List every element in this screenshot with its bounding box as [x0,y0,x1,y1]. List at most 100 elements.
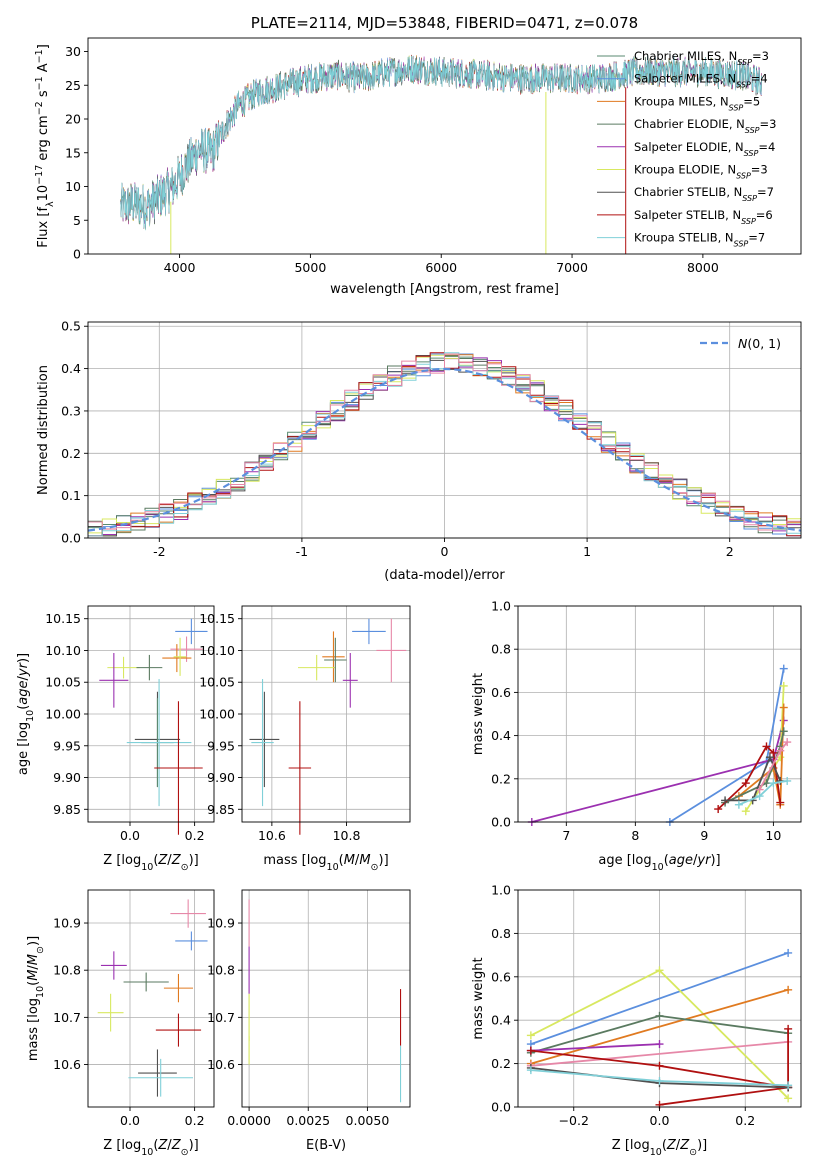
y-tick-label: 10.05 [199,675,235,690]
y-tick-label: 10.7 [207,1010,235,1025]
legend-entry: Chabrier MILES, NSSP=3 [634,49,769,67]
mass-weight-marker [741,807,750,816]
data-point-errorbar [175,618,208,645]
x-axis-label: Z [log10(Z/Z⊙)] [103,853,198,873]
legend-entry: Kroupa ELODIE, NSSP=3 [634,163,768,181]
y-tick-label: 10.7 [53,1010,81,1025]
x-tick-label: 7000 [556,260,588,275]
data-point-errorbar [99,653,129,708]
x-axis-label: mass [log10(M/M⊙)] [263,853,388,873]
mass-weight-marker [779,681,788,690]
data-point-errorbar [376,618,407,683]
x-tick-label: 6000 [425,260,457,275]
x-tick-label: 0.0000 [227,1113,271,1128]
y-tick-label: 0.4 [491,1013,511,1028]
mass-weight-marker [784,948,793,957]
x-tick-label: 9 [700,828,708,843]
y-axis-label: mass weight [471,957,486,1039]
y-tick-label: 0.8 [491,926,511,941]
x-tick-label: 0.2 [185,828,205,843]
y-tick-label: 10.9 [207,916,235,931]
y-tick-label: 9.85 [53,802,81,817]
x-axis-label: age [log10(age/yr)] [598,853,720,873]
x-tick-label: 0.0 [650,1113,670,1128]
x-tick-label: 1 [583,544,591,559]
y-tick-label: 10.6 [207,1057,235,1072]
mass-weight-marker [741,779,750,788]
y-tick-label: 10.10 [45,643,81,658]
y-tick-label: 0.2 [491,1056,511,1071]
mass-weight-marker [655,1061,664,1070]
axes-frame [241,889,411,1108]
data-point-errorbar [136,654,163,681]
data-point-errorbar [288,701,312,835]
x-axis-label: E(B-V) [306,1138,346,1153]
y-tick-label: 10 [65,179,81,194]
mass-weight-marker [526,1066,535,1075]
mass-weight-marker [655,966,664,975]
y-axis-label: Normed distribution [36,365,51,495]
mass-weight-marker [784,985,793,994]
x-tick-label: 4000 [164,260,196,275]
x-tick-label: −0.2 [559,1113,589,1128]
mass-weight-marker [721,796,730,805]
y-tick-label: 10.8 [207,963,235,978]
mass-weight-marker [762,742,771,751]
y-tick-label: 10.8 [53,963,81,978]
normal-reference-curve [87,367,802,532]
x-tick-label: 10 [765,828,781,843]
mass-weight-marker [714,805,723,814]
y-tick-label: 1.0 [491,599,511,614]
legend-entry: N(0, 1) [738,336,781,351]
data-point-errorbar [251,679,274,807]
y-tick-label: 25 [65,78,81,93]
y-tick-label: 0 [73,247,81,262]
data-point-errorbar [107,656,140,679]
legend-entry: Kroupa MILES, NSSP=5 [634,94,760,112]
x-tick-label: 10.6 [258,828,286,843]
y-tick-label: 9.90 [53,770,81,785]
y-tick-label: 0.2 [491,771,511,786]
y-axis-label: mass weight [471,673,486,755]
data-point-errorbar [126,679,192,807]
x-tick-label: 0.0 [120,828,140,843]
mass-weight-marker [655,1011,664,1020]
mass-weight-marker [655,1076,664,1085]
data-point-errorbar [163,973,193,1003]
residual-histogram [88,353,801,531]
y-tick-label: 1.0 [491,883,511,898]
mass-weight-series [738,707,785,805]
y-tick-label: 0.3 [61,403,81,418]
y-tick-label: 10.05 [45,675,81,690]
x-tick-label: 8000 [687,260,719,275]
y-tick-label: 0.4 [61,361,81,376]
y-axis-label: mass [log10(M/M⊙)] [26,936,46,1061]
data-point-errorbar [97,993,124,1032]
y-tick-label: 0.0 [61,531,81,546]
y-tick-label: 15 [65,145,81,160]
mass-weight-marker [779,664,788,673]
mass-weight-marker [783,738,792,747]
data-point-errorbar [173,637,187,676]
chart-title: PLATE=2114, MJD=53848, FIBERID=0471, z=0… [251,14,638,32]
data-point-errorbar [155,1013,202,1047]
y-tick-label: 10.15 [45,611,81,626]
y-axis-label: age [log10(age/yr)] [16,653,36,775]
mass-weight-marker [784,1081,793,1090]
data-point-errorbar [170,899,206,928]
x-tick-label: 10.8 [333,828,361,843]
x-tick-label: 0.2 [735,1113,755,1128]
y-tick-label: 10.10 [199,643,235,658]
y-axis-label: Flux [fλ10−17 erg cm−2 s−1 A−1] [34,44,56,248]
mass-weight-marker [755,785,764,794]
mass-weight-marker [769,748,778,757]
data-point-errorbar [298,654,336,681]
y-tick-label: 9.85 [207,802,235,817]
legend-entry: Salpeter STELIB, NSSP=6 [634,208,773,226]
mass-weight-marker [526,1046,535,1055]
x-tick-label: -1 [296,544,308,559]
data-point-errorbar [128,1058,193,1097]
mass-weight-marker [769,779,778,788]
data-point-errorbar [162,644,192,673]
data-point-errorbar [352,618,386,645]
